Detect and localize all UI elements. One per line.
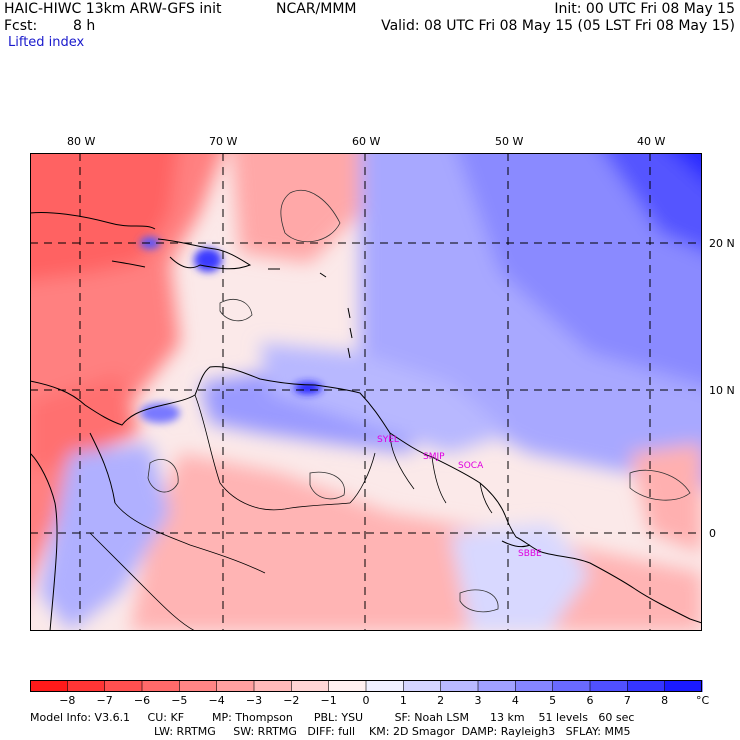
lon-label-70w: 70 W (209, 135, 238, 148)
colorbar-swatch (478, 680, 516, 692)
station-smjp: SMJP (423, 452, 445, 462)
lifted-index-map: SYEL SMJP SOCA SBBE (30, 153, 702, 631)
colorbar-swatch (440, 680, 479, 692)
station-soca: SOCA (458, 461, 484, 471)
lifted-index-shading (30, 153, 702, 631)
colorbar-tick-label: −7 (97, 694, 113, 706)
colorbar-swatch (328, 680, 367, 692)
colorbar-swatch (664, 680, 703, 692)
colorbar-unit: °C (696, 694, 710, 706)
valid-time: Valid: 08 UTC Fri 08 May 15 (05 LST Fri … (381, 18, 735, 34)
colorbar-swatch (104, 680, 143, 692)
station-syel: SYEL (377, 435, 399, 445)
init-time: Init: 00 UTC Fri 08 May 15 (554, 1, 735, 17)
colorbar-swatch (403, 680, 442, 692)
model-info-line1: Model Info: V3.6.1 CU: KF MP: Thompson P… (30, 711, 635, 724)
colorbar-tick-label: 4 (512, 694, 519, 706)
colorbar-tick-label: −3 (246, 694, 262, 706)
colorbar-tick-label: −1 (321, 694, 337, 706)
forecast-label: Fcst: (4, 18, 38, 34)
colorbar-tick-label: 1 (400, 694, 407, 706)
map-frame (30, 153, 702, 631)
colorbar-tick-label: 3 (475, 694, 482, 706)
lon-label-80w: 80 W (67, 135, 96, 148)
colorbar-swatch (291, 680, 330, 692)
colorbar-tick-label: −8 (59, 694, 75, 706)
colorbar-tick-label: −4 (209, 694, 225, 706)
graticule (30, 153, 702, 631)
colorbar-swatch (552, 680, 591, 692)
colorbar-tick-label: −5 (171, 694, 187, 706)
model-info-line2: LW: RRTMG SW: RRTMG DIFF: full KM: 2D Sm… (154, 725, 631, 738)
lon-label-40w: 40 W (637, 135, 666, 148)
organization: NCAR/MMM (276, 1, 357, 17)
colorbar-tick-label: 0 (363, 694, 370, 706)
lat-label-10n: 10 N (709, 384, 735, 397)
coastlines (30, 212, 702, 631)
colorbar-swatch (30, 680, 68, 692)
colorbar-swatch (179, 680, 218, 692)
colorbar-tick-label: 8 (661, 694, 668, 706)
colorbar: −8 −7 −6 −5 −4 −3 −2 −1 0 1 2 3 4 5 6 7 8 °C (30, 680, 710, 706)
colorbar-tick-label: −2 (283, 694, 299, 706)
colorbar-swatch (254, 680, 292, 692)
colorbar-ticks: −8 −7 −6 −5 −4 −3 −2 −1 0 1 2 3 4 5 6 7 8 (59, 680, 668, 706)
colorbar-swatch (590, 680, 628, 692)
lon-label-50w: 50 W (495, 135, 524, 148)
forecast-hour: 8 h (73, 18, 96, 34)
lat-label-0: 0 (709, 527, 716, 540)
lat-label-20n: 20 N (709, 237, 735, 250)
colorbar-swatch (216, 680, 255, 692)
colorbar-swatch (67, 680, 106, 692)
station-sbbe: SBBE (518, 549, 542, 559)
colorbar-swatch (515, 680, 554, 692)
colorbar-tick-label: −6 (134, 694, 150, 706)
colorbar-tick-label: 5 (549, 694, 556, 706)
country-borders (89, 394, 493, 631)
colorbar-swatch (142, 680, 180, 692)
contour-lines (147, 190, 691, 613)
field-name: Lifted index (8, 35, 85, 50)
lon-label-60w: 60 W (352, 135, 381, 148)
colorbar-tick-label: 2 (437, 694, 444, 706)
model-title: HAIC-HIWC 13km ARW-GFS init (4, 1, 222, 17)
colorbar-swatch (627, 680, 666, 692)
colorbar-tick-label: 6 (587, 694, 594, 706)
colorbar-swatch (366, 680, 404, 692)
colorbar-tick-label: 7 (624, 694, 631, 706)
